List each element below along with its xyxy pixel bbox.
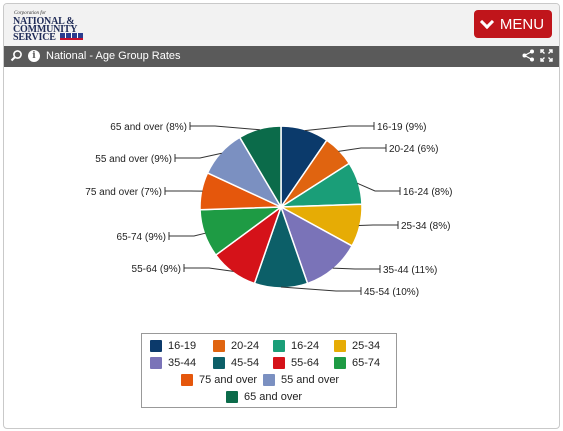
slice-data-label: 55-64 (9%) [132,264,181,275]
leader-line [304,125,374,132]
legend-swatch [334,357,346,369]
legend-item-16-19[interactable]: 16-19 [150,340,196,354]
slice-data-label: 25-34 (8%) [401,221,450,232]
logo-line-1: NATIONAL & [13,16,75,27]
flag-icon [60,33,83,40]
leader-line [332,267,380,270]
legend-item-25-34[interactable]: 25-34 [334,340,380,354]
leader-line [280,286,361,292]
slice-data-label: 65 and over (8%) [110,122,187,133]
slice-data-label: 75 and over (7%) [85,187,162,198]
legend-swatch [150,357,162,369]
leader-line [169,232,206,237]
logo-line-2: COMMUNITY [13,24,78,35]
legend-swatch [263,374,275,386]
legend-label: 75 and over [199,374,258,386]
legend-swatch [273,357,285,369]
logo-tagline: Corporation for [14,11,47,16]
slice-data-label: 20-24 (6%) [389,144,438,155]
legend-swatch [150,340,162,352]
panel-title-bar: i National - Age Group Rates [4,46,559,67]
search-icon[interactable] [10,49,23,62]
legend-swatch [213,357,225,369]
leader-line [338,147,386,152]
legend-swatch [273,340,285,352]
legend-label: 35-44 [168,357,197,369]
ncs-logo[interactable]: Corporation for NATIONAL & COMMUNITY SER… [13,11,87,43]
legend-label: 55 and over [281,374,340,386]
legend-item-45-54[interactable]: 45-54 [213,357,259,371]
legend-label: 25-34 [352,340,381,352]
slice-data-label: 65-74 (9%) [117,232,166,243]
top-bar: Corporation for NATIONAL & COMMUNITY SER… [4,4,559,46]
slice-data-label: 16-24 (8%) [403,187,452,198]
share-icon[interactable] [522,49,535,62]
leader-line [190,125,260,131]
logo-line-3: SERVICE [13,32,56,43]
leader-line [358,224,398,226]
legend-item-16-24[interactable]: 16-24 [273,340,319,354]
slice-data-label: 55 and over (9%) [95,154,172,165]
legend-label: 65 and over [244,391,303,403]
panel-title: National - Age Group Rates [46,50,181,62]
leader-line [184,267,234,272]
legend-label: 45-54 [231,357,260,369]
legend-item-75-and-over[interactable]: 75 and over [181,374,257,388]
legend-label: 20-24 [231,340,260,352]
legend-label: 65-74 [352,357,381,369]
slice-data-label: 45-54 (10%) [364,287,419,298]
legend-item-20-24[interactable]: 20-24 [213,340,259,354]
legend-label: 16-24 [291,340,320,352]
slice-data-label: 16-19 (9%) [377,122,426,133]
chart-legend: 16-19 20-24 16-24 25-34 35-44 45-54 55-64 65-74… [141,333,397,408]
legend-item-65-and-over[interactable]: 65 and over [226,391,302,405]
expand-icon[interactable] [540,49,553,62]
legend-item-55-64[interactable]: 55-64 [273,357,319,371]
legend-swatch [213,340,225,352]
legend-label: 16-19 [168,340,197,352]
leader-line [175,152,222,159]
legend-swatch [334,340,346,352]
leader-line [357,182,400,192]
legend-item-55-and-over[interactable]: 55 and over [263,374,339,388]
legend-swatch [226,391,238,403]
legend-swatch [181,374,193,386]
slice-data-label: 35-44 (11%) [383,265,437,276]
legend-label: 55-64 [291,357,320,369]
legend-item-35-44[interactable]: 35-44 [150,357,196,371]
menu-label: MENU [499,15,545,33]
menu-button[interactable]: MENU [474,10,552,38]
pie-slice-65-and-over[interactable] [238,125,282,210]
info-icon[interactable]: i [28,50,40,62]
legend-item-65-74[interactable]: 65-74 [334,357,380,371]
